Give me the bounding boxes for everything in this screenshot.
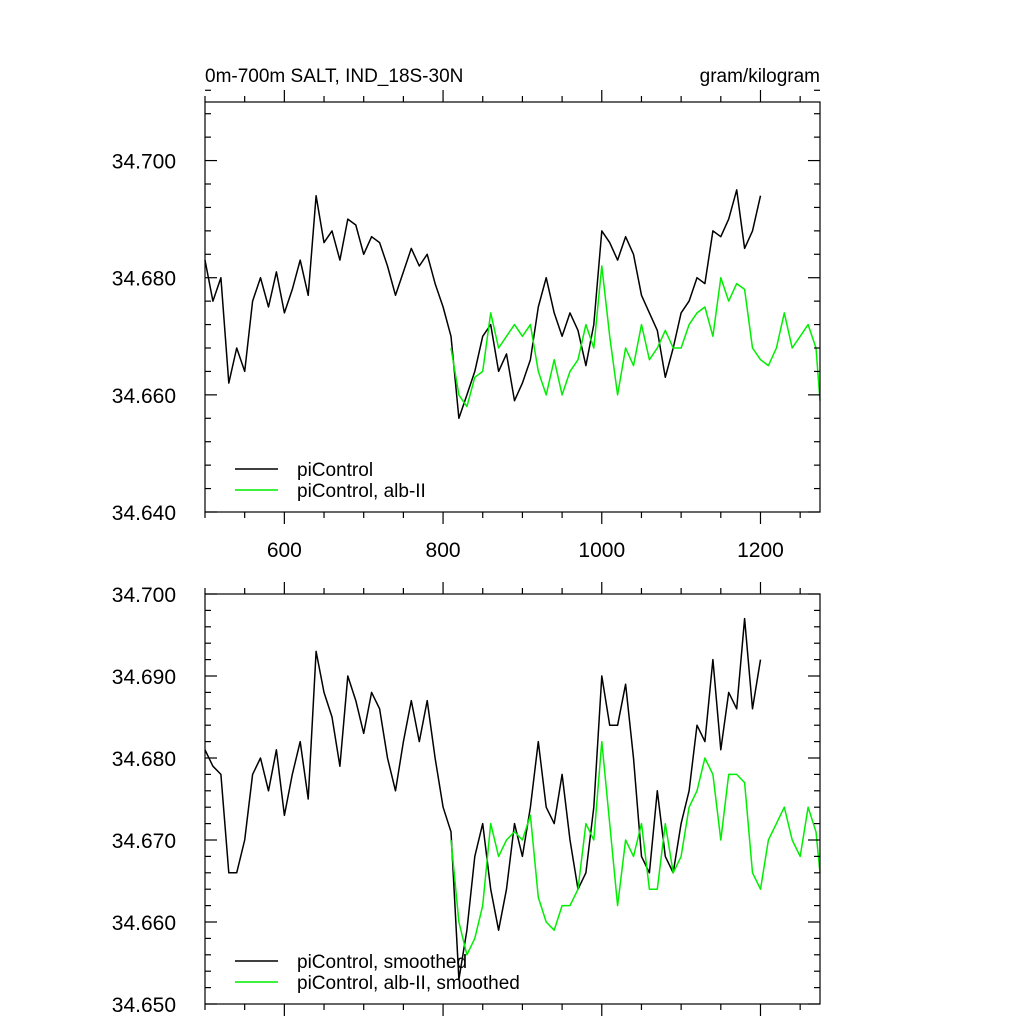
- units-label: gram/kilogram: [700, 66, 820, 87]
- bottom-y-tick-label: 34.690: [112, 666, 176, 689]
- legend-label-picontrol-smoothed: piControl, smoothed: [297, 952, 467, 973]
- top-x-tick-label: 1000: [578, 539, 625, 562]
- bottom-legend: piControl, smoothed piControl, alb-II, s…: [235, 952, 520, 994]
- top-panel: 0m-700m SALT, IND_18S-30N gram/kilogram …: [112, 66, 821, 562]
- top-plot-frame: [204, 101, 821, 513]
- legend-label-picontrol: piControl: [297, 460, 373, 481]
- top-series-line-1: [450, 265, 821, 408]
- top-legend: piControl piControl, alb-II: [235, 460, 426, 502]
- top-y-tick-label: 34.700: [112, 151, 176, 174]
- top-series-line-0: [204, 189, 762, 420]
- bottom-y-tick-label: 34.700: [112, 584, 176, 607]
- top-x-tick-label: 600: [267, 539, 302, 562]
- top-y-tick-label: 34.640: [112, 502, 176, 525]
- top-y-tick-label: 34.680: [112, 268, 176, 291]
- legend-label-alb-ii: piControl, alb-II: [297, 481, 426, 502]
- top-y-tick-label: 34.660: [112, 385, 176, 408]
- bottom-y-tick-label: 34.680: [112, 748, 176, 771]
- top-x-tick-label: 800: [426, 539, 461, 562]
- chart-title: 0m-700m SALT, IND_18S-30N: [205, 66, 463, 87]
- bottom-y-tick-label: 34.670: [112, 830, 176, 853]
- top-x-tick-label: 1200: [737, 539, 784, 562]
- bottom-y-tick-label: 34.650: [112, 994, 176, 1017]
- bottom-series-line-1: [450, 740, 821, 956]
- bottom-panel: 34.650 34.660 34.670 34.680 34.690 34.700 piC…: [112, 582, 821, 1017]
- bottom-series-line-0: [204, 617, 762, 981]
- legend-label-alb-ii-smoothed: piControl, alb-II, smoothed: [297, 973, 520, 994]
- bottom-y-tick-label: 34.660: [112, 912, 176, 935]
- bottom-plot-frame: [204, 593, 821, 1005]
